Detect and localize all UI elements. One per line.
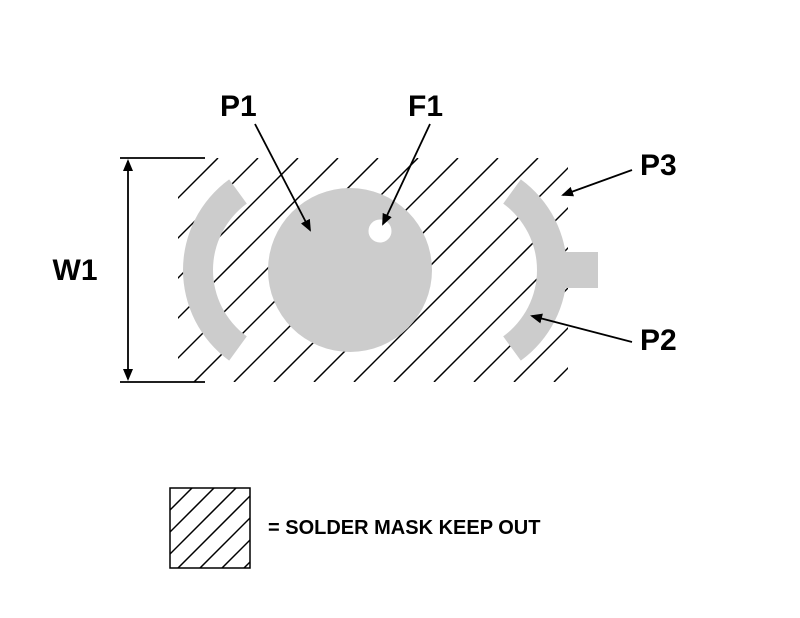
pad-p3-tab bbox=[562, 252, 598, 288]
footprint-diagram: W1 P1 F1 P3 P2 = SOLDER MASK KEEP OUT bbox=[0, 0, 800, 618]
fiducial-f1 bbox=[368, 219, 392, 243]
pad-p1-circle bbox=[268, 188, 432, 352]
label-f1: F1 bbox=[408, 90, 443, 123]
label-p3: P3 bbox=[640, 149, 677, 182]
label-p1: P1 bbox=[220, 90, 257, 123]
label-p2: P2 bbox=[640, 324, 677, 357]
label-w1: W1 bbox=[53, 254, 98, 287]
legend-text: = SOLDER MASK KEEP OUT bbox=[268, 517, 540, 539]
